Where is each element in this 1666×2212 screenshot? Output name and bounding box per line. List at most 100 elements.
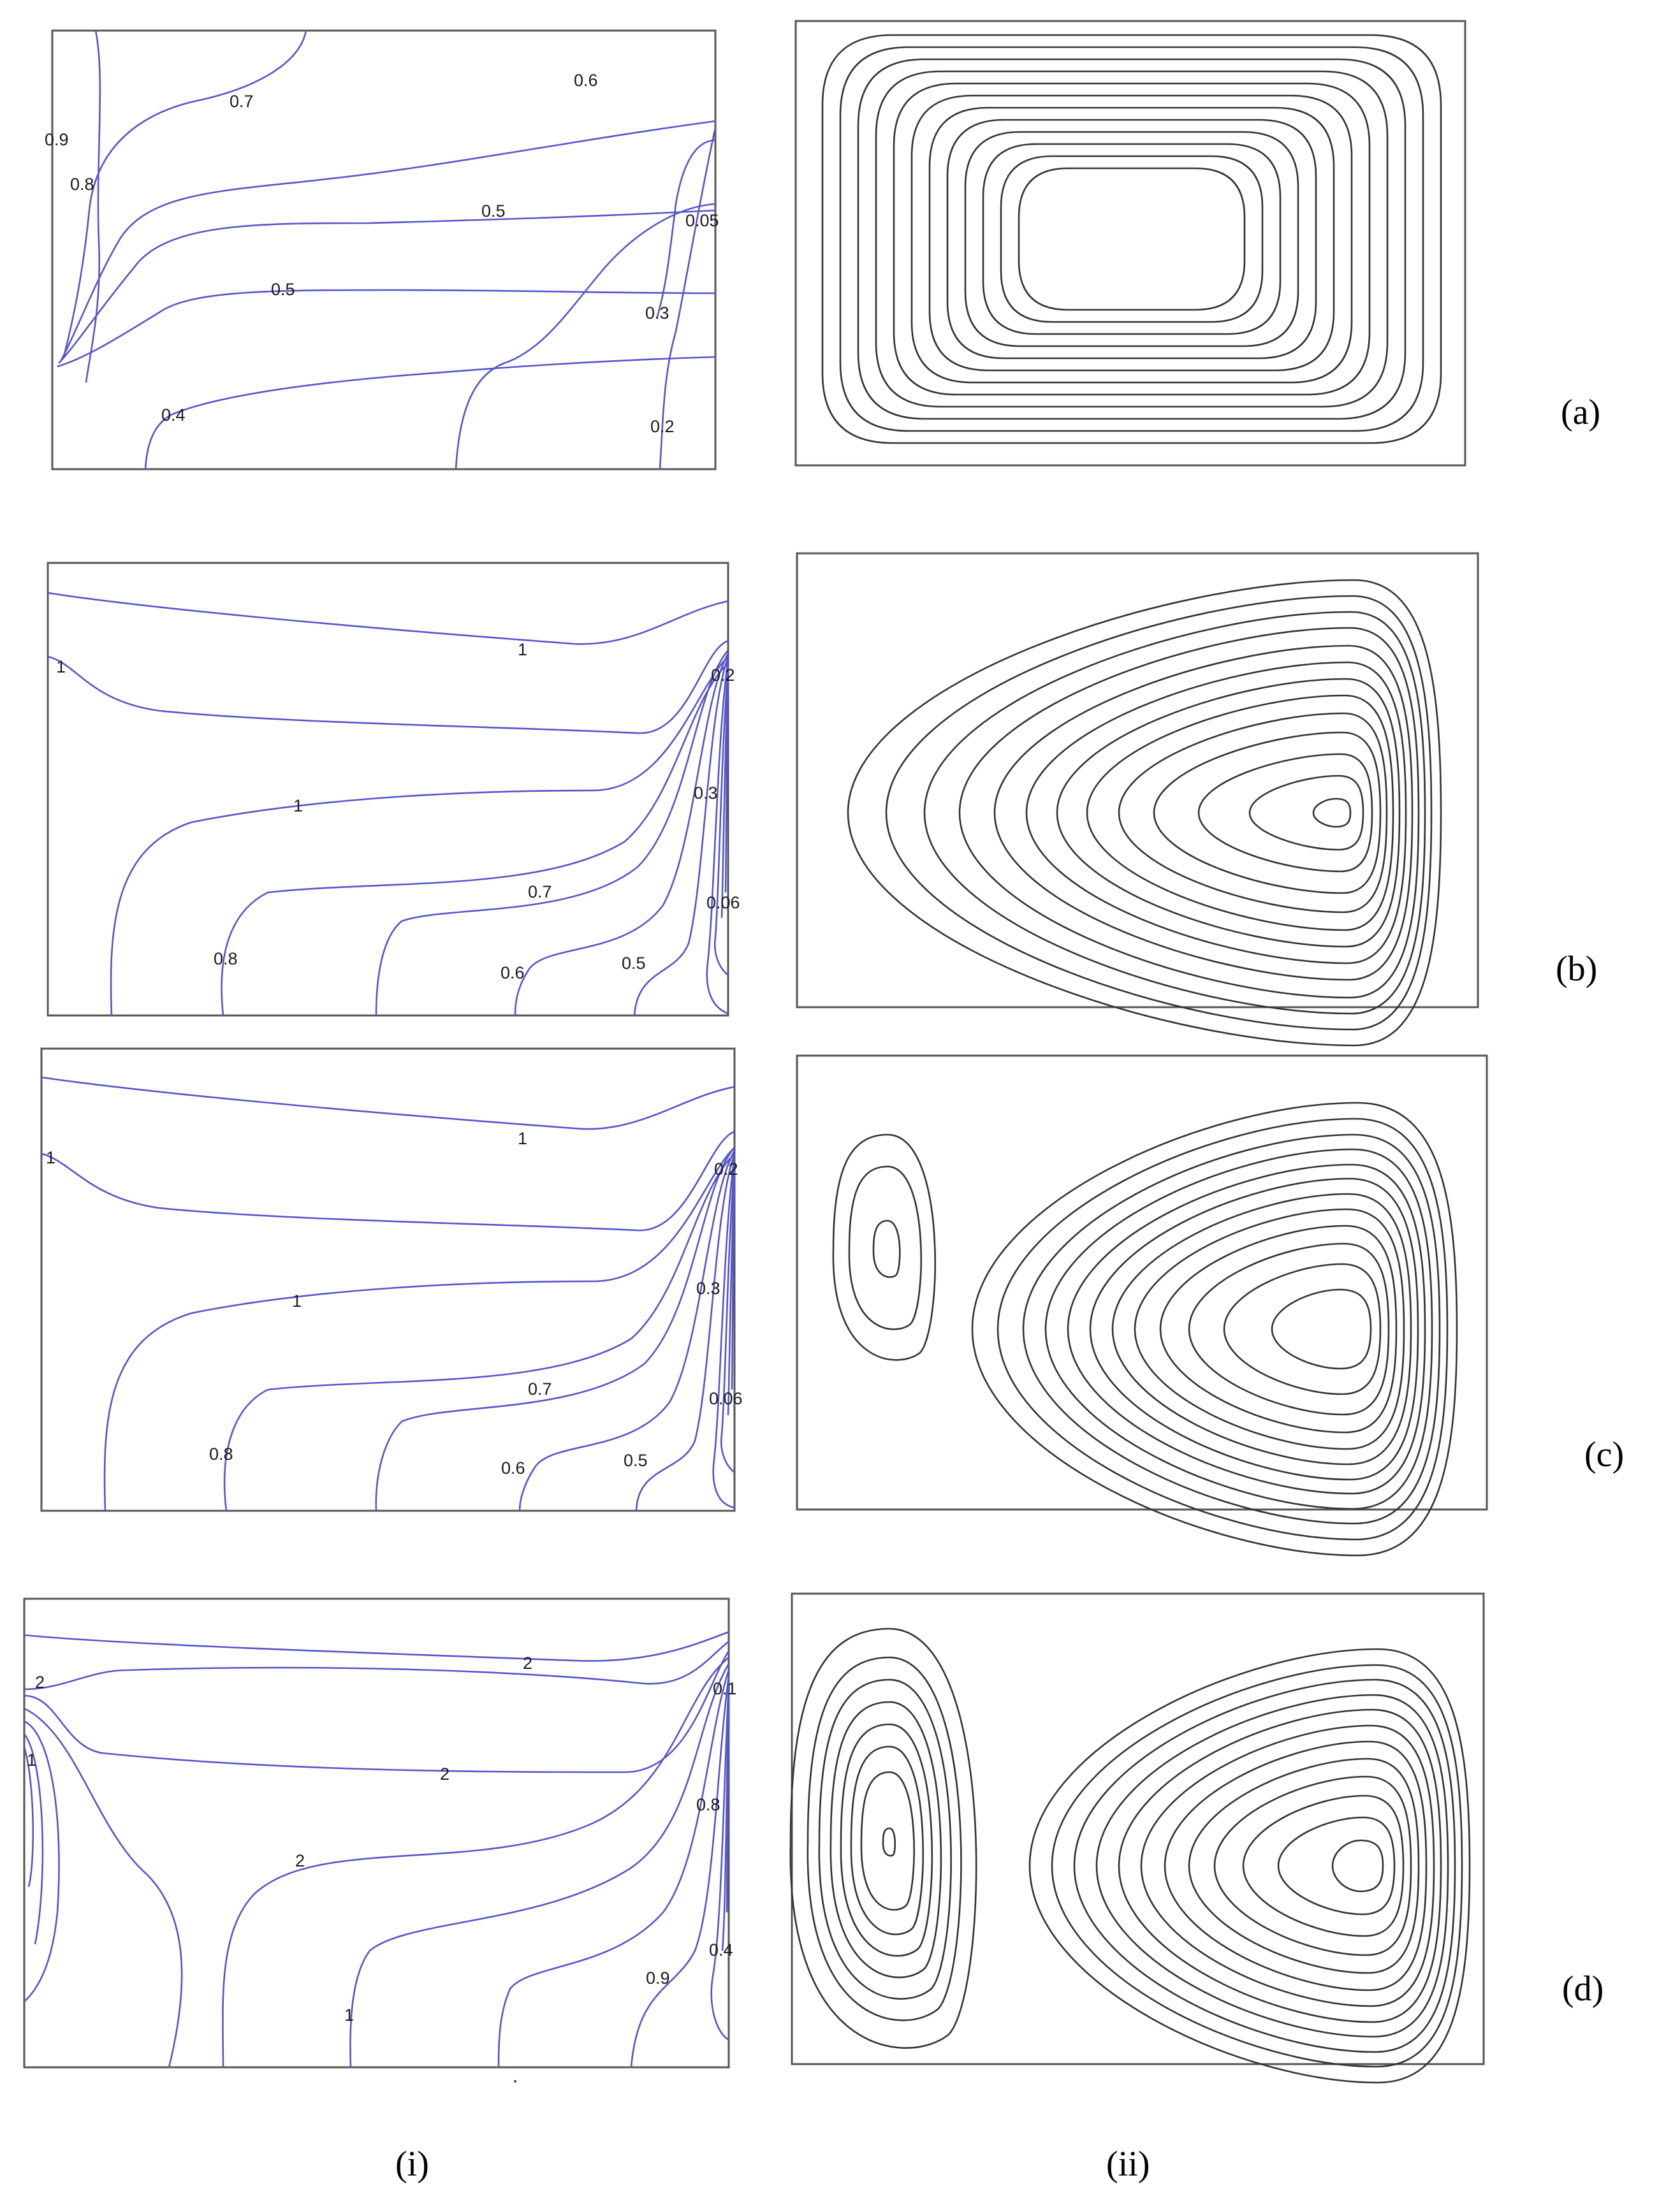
contour-label: 1: [518, 1129, 527, 1148]
contour-label: 0.3: [696, 1279, 720, 1298]
streamline: [1118, 1708, 1442, 2023]
streamline-panel-c: [796, 1054, 1488, 1557]
streamline: [1277, 1816, 1396, 1916]
contour-label: 0.5: [271, 280, 295, 299]
isotherm-labels-b: 1 1 0.2 1 0.3 0.7 0.06 0.8 0.6 0.5: [56, 640, 740, 982]
streamline-set-a: [821, 34, 1442, 444]
streamline: [1213, 1775, 1412, 1956]
streamline: [971, 1102, 1458, 1557]
contour-label: 2: [35, 1673, 45, 1692]
contour-label: 1: [46, 1148, 55, 1167]
contour-label: 0.5: [622, 954, 646, 973]
streamline: [818, 1678, 952, 2000]
streamline: [928, 106, 1335, 372]
stray-dot: [514, 2080, 516, 2083]
streamline-panel-d: [789, 1592, 1485, 2084]
row-label-c: (c): [1584, 1435, 1624, 1474]
streamline: [832, 1133, 936, 1361]
contour-label: 0.7: [528, 882, 552, 901]
streamline: [1140, 1724, 1435, 2007]
streamline: [1000, 155, 1264, 323]
streamline: [1188, 1757, 1420, 1974]
isotherm-panel-c: [40, 1047, 736, 1512]
streamline: [1067, 1163, 1426, 1495]
streamline: [1073, 1678, 1456, 2053]
streamline: [875, 70, 1389, 408]
streamline-set-c: [832, 1102, 1458, 1557]
contour-label: 1: [292, 1292, 302, 1311]
streamline: [1312, 797, 1352, 828]
isotherm-labels-a: 0.7 0.6 0.9 0.8 0.5 0.05 0.5 0.3 0.4 0.2: [45, 71, 719, 436]
streamline: [1111, 1193, 1412, 1466]
streamline: [789, 1627, 977, 2049]
streamline: [946, 119, 1317, 360]
contour-label: 0.5: [624, 1451, 648, 1470]
contour-label: 1: [293, 796, 303, 815]
streamline-panel-b: [796, 552, 1479, 1047]
streamline: [882, 1827, 896, 1857]
streamline: [860, 1771, 915, 1911]
contour-label: 0.4: [709, 1940, 733, 1960]
streamline: [1248, 775, 1364, 851]
isotherm-panel-d: [23, 1597, 730, 2069]
contour-label: 0.6: [501, 963, 525, 982]
streamline: [1044, 1148, 1433, 1510]
contour-label: 1: [344, 2005, 354, 2025]
column-label-i: (i): [395, 2144, 429, 2184]
streamline: [1223, 1263, 1382, 1395]
contour-label: 0.8: [214, 949, 238, 968]
streamline: [1271, 1288, 1372, 1370]
streamline: [1051, 1664, 1463, 2068]
contour-label: 0.2: [711, 666, 735, 685]
contour-label: 0.9: [646, 1968, 670, 1988]
streamline: [923, 611, 1426, 1015]
isotherm-labels-d: 2 2 0.1 1 2 0.8 2 0.4 0.9 1: [27, 1654, 737, 2025]
contour-label: 0.3: [645, 303, 669, 323]
isotherm-panel-b: [47, 562, 729, 1017]
streamline: [997, 1117, 1449, 1541]
contour-label: 0.2: [650, 417, 675, 436]
isotherm-labels-c: 1 1 0.2 1 0.3 0.7 0.06 0.8 0.6 0.5: [46, 1129, 743, 1478]
contour-label: 0.8: [70, 175, 94, 194]
streamline: [1164, 1740, 1428, 1991]
streamline: [893, 82, 1371, 396]
contour-label: 1: [56, 657, 66, 676]
streamline: [1018, 167, 1246, 311]
streamline: [964, 131, 1299, 347]
streamline: [958, 627, 1420, 999]
streamline: [850, 1745, 924, 1935]
contour-label: 2: [523, 1654, 532, 1673]
row-label-b: (b): [1556, 949, 1597, 989]
streamline-set-b: [847, 579, 1442, 1047]
streamline: [1331, 1839, 1384, 1893]
streamline: [872, 1219, 901, 1278]
streamline: [1188, 1242, 1390, 1416]
streamline: [839, 46, 1424, 432]
streamline: [1089, 1177, 1419, 1481]
streamline-set-d: [789, 1627, 1471, 2084]
contour-label: 1: [27, 1750, 36, 1770]
streamline: [993, 644, 1414, 981]
streamline: [847, 579, 1442, 1047]
contour-label: 0.06: [709, 1389, 743, 1408]
contour-label: 0.2: [714, 1160, 738, 1179]
streamline: [1134, 1208, 1405, 1450]
contour-label: 0.1: [713, 1679, 737, 1698]
contour-label: 0.3: [694, 783, 718, 803]
contour-label: 0.6: [574, 71, 598, 90]
streamline: [1197, 753, 1373, 873]
contour-label: 0.05: [685, 211, 719, 230]
contour-label: 0.7: [528, 1379, 552, 1399]
contour-label: 0.06: [706, 893, 740, 912]
row-label-a: (a): [1561, 393, 1600, 432]
contour-label: 2: [440, 1765, 449, 1784]
row-label-d: (d): [1562, 1969, 1604, 2009]
contour-label: 2: [295, 1851, 305, 1870]
contour-label: 0.6: [501, 1459, 525, 1478]
contour-label: 0.7: [230, 92, 254, 111]
contour-label: 1: [518, 640, 527, 659]
streamline: [1056, 678, 1401, 948]
streamline: [1153, 731, 1382, 894]
contour-label: 0.8: [696, 1795, 720, 1814]
